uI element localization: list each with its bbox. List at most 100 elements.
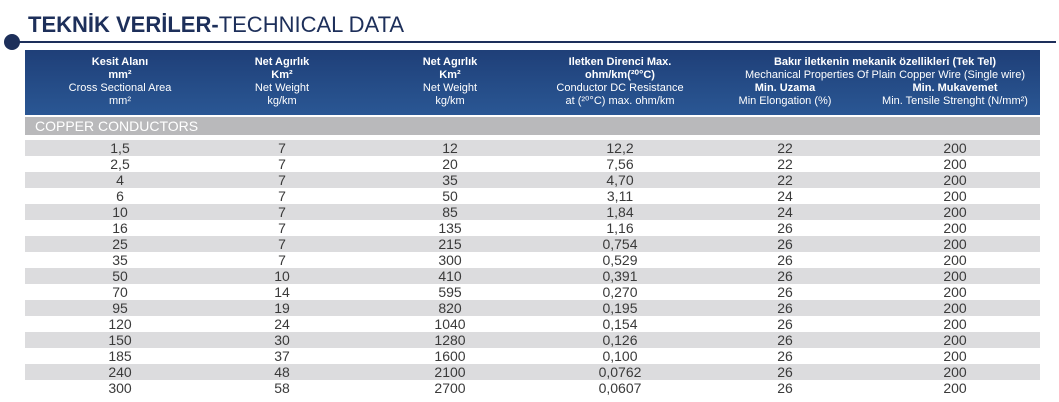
table-cell: 16 (112, 220, 128, 236)
table-cell: 1,16 (606, 220, 634, 236)
table-cell: 240 (108, 364, 132, 380)
table-row: 4 7 35 4,70 22 200 (25, 172, 1040, 188)
column-header-line: Km² (439, 69, 461, 81)
column-header-line: Net Agırlık (422, 56, 478, 68)
table-cell: 48 (274, 364, 290, 380)
table-cell: 26 (777, 300, 793, 316)
group-header-line: Mechanical Properties Of Plain Copper Wi… (745, 69, 1025, 81)
table-cell: 135 (438, 220, 462, 236)
column-header-line: Conductor DC Resistance (556, 82, 684, 94)
column-header: Kesit Alanı mm² Cross Sectional Area mm² (20, 56, 220, 108)
table-row: 300 58 2700 0,0607 26 200 (25, 380, 1040, 396)
table-cell: 200 (943, 284, 967, 300)
table-row: 150 30 1280 0,126 26 200 (25, 332, 1040, 348)
table-cell: 12,2 (606, 140, 634, 156)
column-header-line: kg/km (267, 95, 297, 107)
table-cell: 7 (278, 252, 286, 268)
table-cell: 185 (108, 348, 132, 364)
table-cell: 1,5 (110, 140, 130, 156)
table-row: 16 7 135 1,16 26 200 (25, 220, 1040, 236)
table-cell: 200 (943, 300, 967, 316)
table-cell: 2700 (434, 380, 466, 396)
table-cell: 0,270 (602, 284, 638, 300)
table-cell: 2100 (434, 364, 466, 380)
table-cell: 24 (777, 188, 793, 204)
column-header-line: Net Weight (254, 82, 310, 94)
column-header-line: ohm/km(²⁰°C) (585, 69, 655, 81)
table-cell: 26 (777, 284, 793, 300)
table-cell: 20 (442, 156, 458, 172)
table-cell: 595 (438, 284, 462, 300)
column-header: Net Agırlık Km² Net Weight kg/km (350, 56, 550, 108)
table-cell: 25 (112, 236, 128, 252)
table-cell: 26 (777, 348, 793, 364)
table-cell: 0,0607 (598, 380, 642, 396)
table-cell: 410 (438, 268, 462, 284)
table-cell: 4 (116, 172, 124, 188)
table-cell: 200 (943, 140, 967, 156)
table-cell: 50 (112, 268, 128, 284)
table-cell: 200 (943, 364, 967, 380)
table-cell: 26 (777, 316, 793, 332)
table-cell: 0,0762 (598, 364, 642, 380)
table-cell: 37 (274, 348, 290, 364)
table-cell: 22 (777, 172, 793, 188)
table-cell: 1600 (434, 348, 466, 364)
title-rule (16, 41, 1056, 43)
column-header: Net Agırlık Km² Net Weight kg/km (182, 56, 382, 108)
table-cell: 26 (777, 332, 793, 348)
table-cell: 7 (278, 204, 286, 220)
column-header-line: Iletken Direnci Max. (568, 56, 672, 68)
table-cell: 26 (777, 268, 793, 284)
table-cell: 24 (777, 204, 793, 220)
table-cell: 200 (943, 172, 967, 188)
column-header-line: Cross Sectional Area (68, 82, 172, 94)
table-cell: 7 (278, 140, 286, 156)
table-cell: 12 (442, 140, 458, 156)
table-cell: 35 (112, 252, 128, 268)
table-cell: 0,154 (602, 316, 638, 332)
table-cell: 50 (442, 188, 458, 204)
table-cell: 85 (442, 204, 458, 220)
table-cell: 22 (777, 156, 793, 172)
table-row: 10 7 85 1,84 24 200 (25, 204, 1040, 220)
table-row: 35 7 300 0,529 26 200 (25, 252, 1040, 268)
table-cell: 200 (943, 156, 967, 172)
table-cell: 22 (777, 140, 793, 156)
table-cell: 10 (112, 204, 128, 220)
table-cell: 58 (274, 380, 290, 396)
table-row: 120 24 1040 0,154 26 200 (25, 316, 1040, 332)
column-header-line: Min. Tensile Strenght (N/mm²) (882, 95, 1028, 107)
table-cell: 1040 (434, 316, 466, 332)
table-cell: 14 (274, 284, 290, 300)
table-cell: 200 (943, 252, 967, 268)
table-row: 1,5 7 12 12,2 22 200 (25, 140, 1040, 156)
table-cell: 95 (112, 300, 128, 316)
table-cell: 6 (116, 188, 124, 204)
table-cell: 200 (943, 220, 967, 236)
group-header: Bakır iletkenin mekanik özellikleri (Tek… (725, 56, 1045, 82)
column-header-line: mm² (109, 95, 131, 107)
table-cell: 7,56 (606, 156, 634, 172)
table-row: 6 7 50 3,11 24 200 (25, 188, 1040, 204)
table-cell: 70 (112, 284, 128, 300)
table-cell: 26 (777, 220, 793, 236)
table-cell: 200 (943, 348, 967, 364)
table-cell: 7 (278, 156, 286, 172)
table-cell: 26 (777, 236, 793, 252)
table-cell: 200 (943, 204, 967, 220)
table-cell: 10 (274, 268, 290, 284)
table-cell: 200 (943, 332, 967, 348)
table-cell: 0,529 (602, 252, 638, 268)
column-header-line: kg/km (435, 95, 465, 107)
section-label: COPPER CONDUCTORS (25, 117, 1040, 135)
column-header-line: Min Elongation (%) (738, 95, 832, 107)
column-header-line: Net Weight (422, 82, 478, 94)
table-cell: 0,195 (602, 300, 638, 316)
table-cell: 200 (943, 188, 967, 204)
table-cell: 24 (274, 316, 290, 332)
table-row: 70 14 595 0,270 26 200 (25, 284, 1040, 300)
table-cell: 200 (943, 380, 967, 396)
table-cell: 0,754 (602, 236, 638, 252)
title: TEKNİK VERİLER-TECHNICAL DATA (28, 12, 404, 38)
